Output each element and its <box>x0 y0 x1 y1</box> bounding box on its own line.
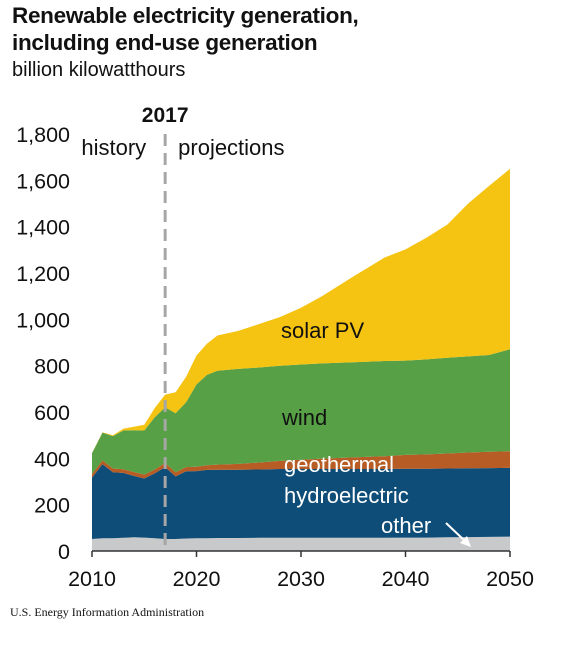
series-label-hydroelectric: hydroelectric <box>284 483 409 508</box>
series-label-other: other <box>381 513 431 538</box>
x-tick-label: 2010 <box>68 567 116 591</box>
x-tick-label: 2030 <box>277 567 325 591</box>
other-arrow-icon <box>445 522 466 542</box>
area-wind <box>92 349 510 475</box>
x-tick-label: 2040 <box>382 567 430 591</box>
series-label-solar-pv: solar PV <box>281 318 364 343</box>
y-tick-label: 400 <box>34 447 70 471</box>
other-arrow-head-icon <box>460 536 471 547</box>
chart-title: Renewable electricity generation, includ… <box>12 2 359 56</box>
annotations: 2017 history projections solar PV wind g… <box>81 104 471 551</box>
history-label: history <box>81 135 146 160</box>
y-tick-label: 600 <box>34 401 70 425</box>
chart-subtitle: billion kilowatthours <box>12 59 186 81</box>
y-tick-label: 1,000 <box>16 308 70 332</box>
series-label-geothermal: geothermal <box>284 452 394 477</box>
projections-label: projections <box>178 135 284 160</box>
y-tick-label: 0 <box>58 540 70 564</box>
x-tick-label: 2020 <box>173 567 221 591</box>
y-tick-label: 800 <box>34 355 70 379</box>
axes: 0 200 400 600 800 1,000 1,200 1,400 1,600 1,800 20… <box>16 123 534 591</box>
area-other <box>92 536 510 551</box>
y-tick-label: 1,400 <box>16 216 70 240</box>
chart-title-line-2: including end-use generation <box>12 30 318 55</box>
area-geothermal <box>92 451 510 479</box>
y-tick-label: 1,800 <box>16 123 70 147</box>
series-label-wind: wind <box>281 405 327 430</box>
area-layers <box>92 168 510 551</box>
area-hydroelectric <box>92 464 510 539</box>
y-tick-label: 1,600 <box>16 169 70 193</box>
chart-title-line-1: Renewable electricity generation, <box>12 3 359 28</box>
source-note: U.S. Energy Information Administration <box>10 605 205 619</box>
area-solar-pv <box>92 168 510 454</box>
y-tick-label: 1,200 <box>16 262 70 286</box>
divider-year-label: 2017 <box>142 104 189 127</box>
y-tick-label: 200 <box>34 494 70 518</box>
x-tick-label: 2050 <box>486 567 534 591</box>
